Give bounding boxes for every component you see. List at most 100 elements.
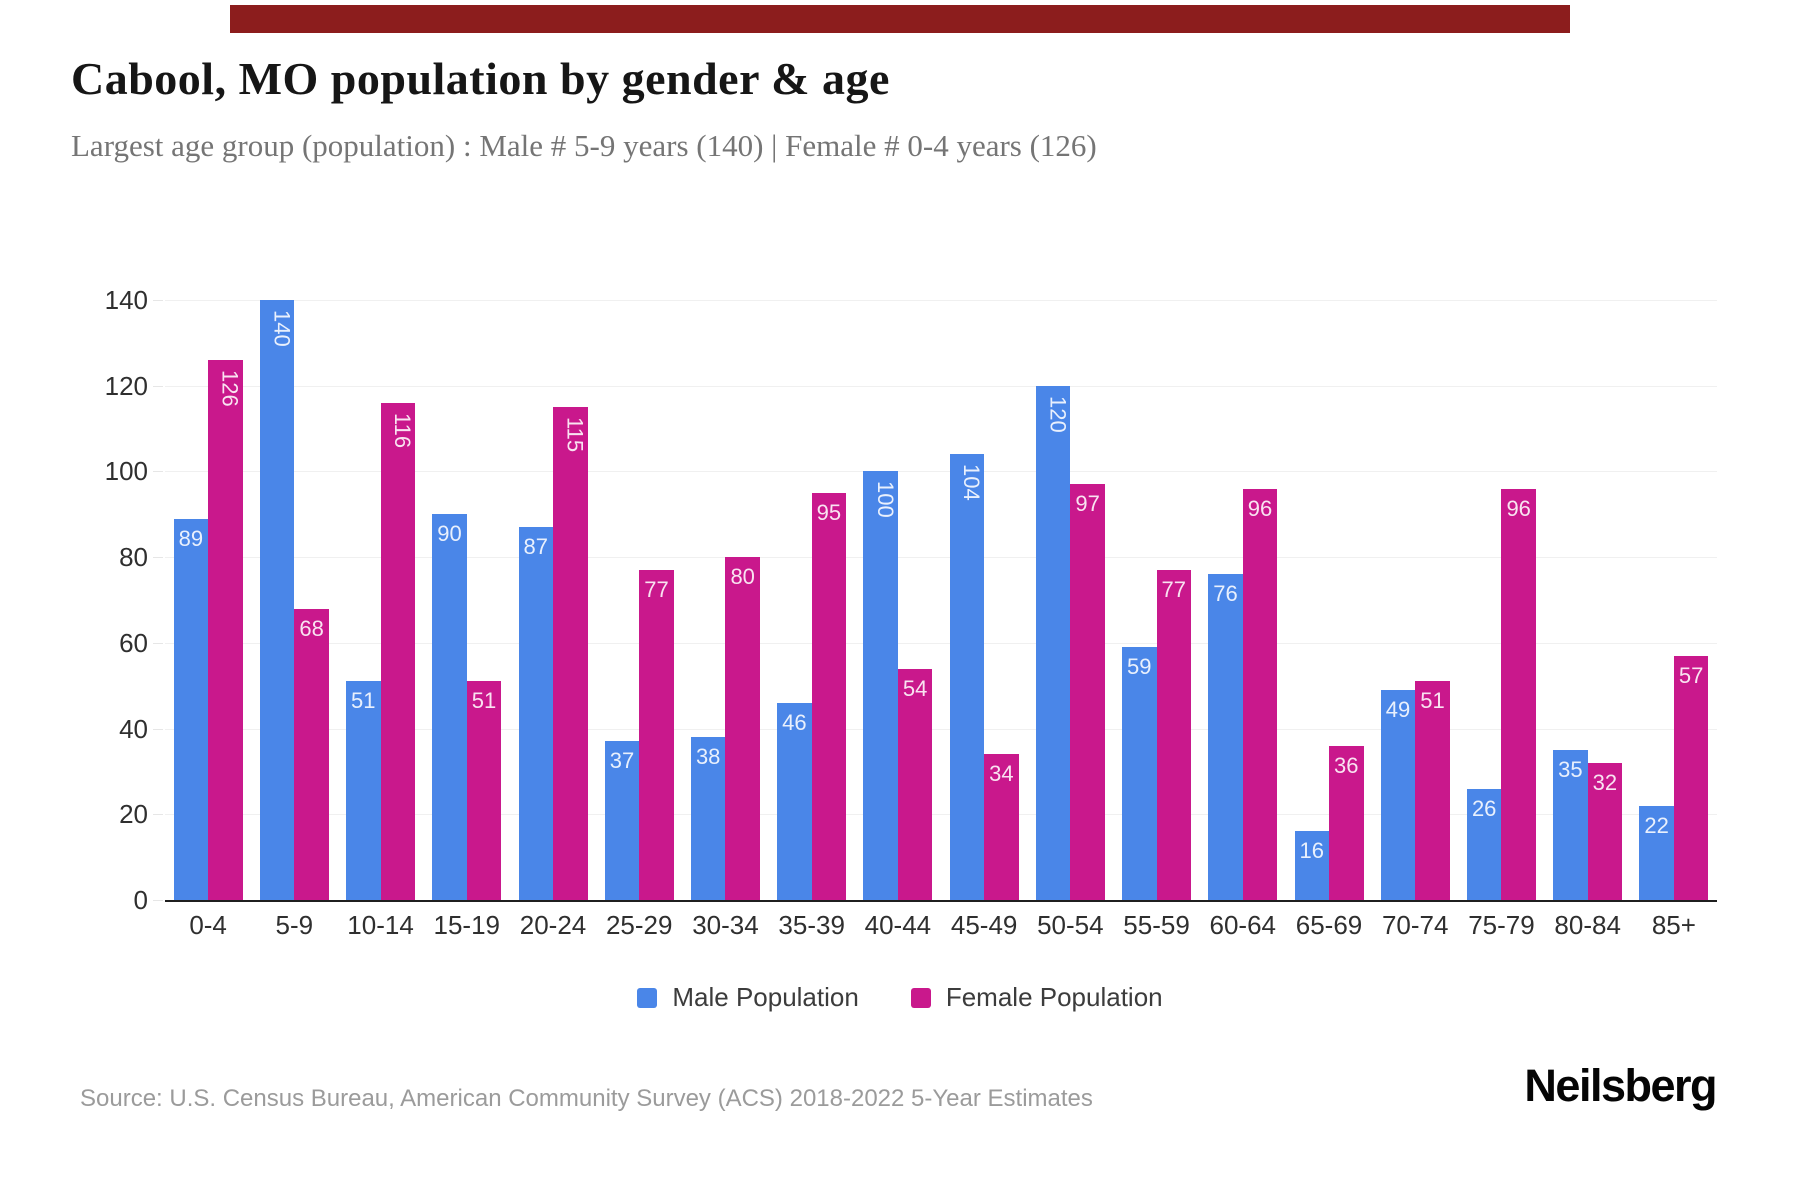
chart-subtitle: Largest age group (population) : Male # … <box>71 128 1097 163</box>
bar-male[interactable]: 16 <box>1294 831 1329 900</box>
bar-male[interactable]: 22 <box>1639 805 1674 900</box>
bar-female[interactable]: 126 <box>208 360 243 900</box>
bar-male[interactable]: 76 <box>1208 574 1243 900</box>
bar-female[interactable]: 54 <box>897 668 933 900</box>
legend-item-male[interactable]: Male Population <box>637 982 859 1013</box>
bar-value-label: 16 <box>1299 838 1324 864</box>
bar-value-label: 36 <box>1334 752 1359 778</box>
x-tick-label: 80-84 <box>1554 910 1621 940</box>
x-tick-label: 35-39 <box>778 910 845 940</box>
bar-female[interactable]: 51 <box>466 681 502 900</box>
bar-male[interactable]: 37 <box>604 741 640 900</box>
gridline <box>165 471 1717 473</box>
x-tick-label: 45-49 <box>950 910 1018 940</box>
bar-value-label: 100 <box>872 481 898 519</box>
bar-female[interactable]: 77 <box>639 570 674 900</box>
bar-male[interactable]: 35 <box>1553 750 1588 900</box>
bar-value-label: 37 <box>609 748 635 774</box>
bar-female[interactable]: 51 <box>1415 681 1450 900</box>
female-legend-label: Female Population <box>945 982 1163 1012</box>
bar-value-label: 104 <box>959 464 985 501</box>
y-tick-label: 120 <box>104 370 148 401</box>
bar-value-label: 57 <box>1678 662 1704 688</box>
y-tick-label: 80 <box>119 542 148 573</box>
x-tick-label: 65-69 <box>1295 910 1363 940</box>
top-banner <box>230 5 1570 33</box>
x-tick-label: 40-44 <box>864 910 932 940</box>
bar-value-label: 115 <box>562 417 588 453</box>
bar-male[interactable]: 87 <box>518 527 553 900</box>
bar-value-label: 68 <box>299 615 324 641</box>
bar-female[interactable]: 57 <box>1673 655 1709 900</box>
bar-value-label: 96 <box>1247 495 1273 521</box>
y-tick <box>153 900 163 901</box>
bar-value-label: 77 <box>644 577 669 602</box>
neilsberg-logo[interactable]: Neilsberg <box>1524 1060 1717 1111</box>
bar-male[interactable]: 140 <box>259 300 295 900</box>
bar-female[interactable]: 32 <box>1587 762 1623 900</box>
bar-female[interactable]: 68 <box>294 608 329 900</box>
bar-value-label: 89 <box>178 525 204 551</box>
bar-value-label: 51 <box>471 688 497 714</box>
bar-male[interactable]: 90 <box>432 514 467 900</box>
y-tick-label: 20 <box>119 799 148 830</box>
legend: Male Population Female Population <box>0 982 1800 1013</box>
bar-male[interactable]: 104 <box>949 454 985 900</box>
bar-female[interactable]: 36 <box>1329 745 1364 900</box>
x-tick-label: 50-54 <box>1037 910 1104 940</box>
bar-female[interactable]: 96 <box>1242 488 1278 900</box>
male-legend-label: Male Population <box>672 982 859 1012</box>
bar-value-label: 87 <box>523 534 548 560</box>
bar-value-label: 120 <box>1045 395 1071 433</box>
gridline <box>165 385 1717 387</box>
bar-male[interactable]: 38 <box>690 737 726 900</box>
x-tick-label: 20-24 <box>519 910 587 940</box>
bar-value-label: 95 <box>816 499 842 525</box>
x-tick-label: 60-64 <box>1209 910 1277 940</box>
bar-male[interactable]: 46 <box>777 702 812 900</box>
x-tick-label: 70-74 <box>1381 910 1449 940</box>
y-tick <box>153 557 163 559</box>
bar-female[interactable]: 95 <box>811 492 847 900</box>
bar-value-label: 35 <box>1558 757 1583 782</box>
bar-value-label: 32 <box>1592 769 1618 795</box>
bar-value-label: 46 <box>782 709 807 735</box>
bar-male[interactable]: 49 <box>1380 690 1416 900</box>
bar-female[interactable]: 34 <box>984 754 1019 900</box>
bar-value-label: 51 <box>1420 688 1445 714</box>
y-tick <box>153 385 163 387</box>
bar-female[interactable]: 116 <box>380 402 416 900</box>
y-tick-label: 0 <box>133 885 148 915</box>
bar-male[interactable]: 120 <box>1035 385 1071 900</box>
x-tick-label: 15-19 <box>433 910 501 940</box>
bar-value-label: 54 <box>902 675 928 701</box>
bar-female[interactable]: 80 <box>725 557 760 900</box>
y-tick <box>153 471 163 473</box>
bar-value-label: 22 <box>1644 812 1669 838</box>
bar-value-label: 96 <box>1506 495 1531 521</box>
y-tick-label: 140 <box>104 285 148 315</box>
x-tick-label: 55-59 <box>1123 910 1190 940</box>
bar-value-label: 76 <box>1213 581 1238 607</box>
bar-female[interactable]: 115 <box>553 407 588 900</box>
x-tick-label: 0-4 <box>189 910 227 940</box>
legend-item-female[interactable]: Female Population <box>910 982 1163 1013</box>
gridline <box>165 557 1717 559</box>
bar-male[interactable]: 51 <box>346 681 381 900</box>
bar-male[interactable]: 59 <box>1122 647 1157 900</box>
bar-value-label: 51 <box>351 688 376 714</box>
bar-male[interactable]: 100 <box>863 471 898 900</box>
bar-value-label: 140 <box>269 310 295 347</box>
bar-female[interactable]: 96 <box>1501 488 1536 900</box>
y-tick-label: 60 <box>119 627 148 658</box>
bar-male[interactable]: 89 <box>173 518 209 900</box>
female-legend-swatch-icon <box>910 987 931 1008</box>
gridline <box>165 814 1717 816</box>
bar-female[interactable]: 97 <box>1070 484 1105 900</box>
bar-value-label: 49 <box>1385 697 1411 722</box>
bar-female[interactable]: 77 <box>1156 570 1192 900</box>
bar-male[interactable]: 26 <box>1466 788 1502 900</box>
y-tick <box>153 728 163 730</box>
bar-value-label: 77 <box>1161 577 1187 602</box>
